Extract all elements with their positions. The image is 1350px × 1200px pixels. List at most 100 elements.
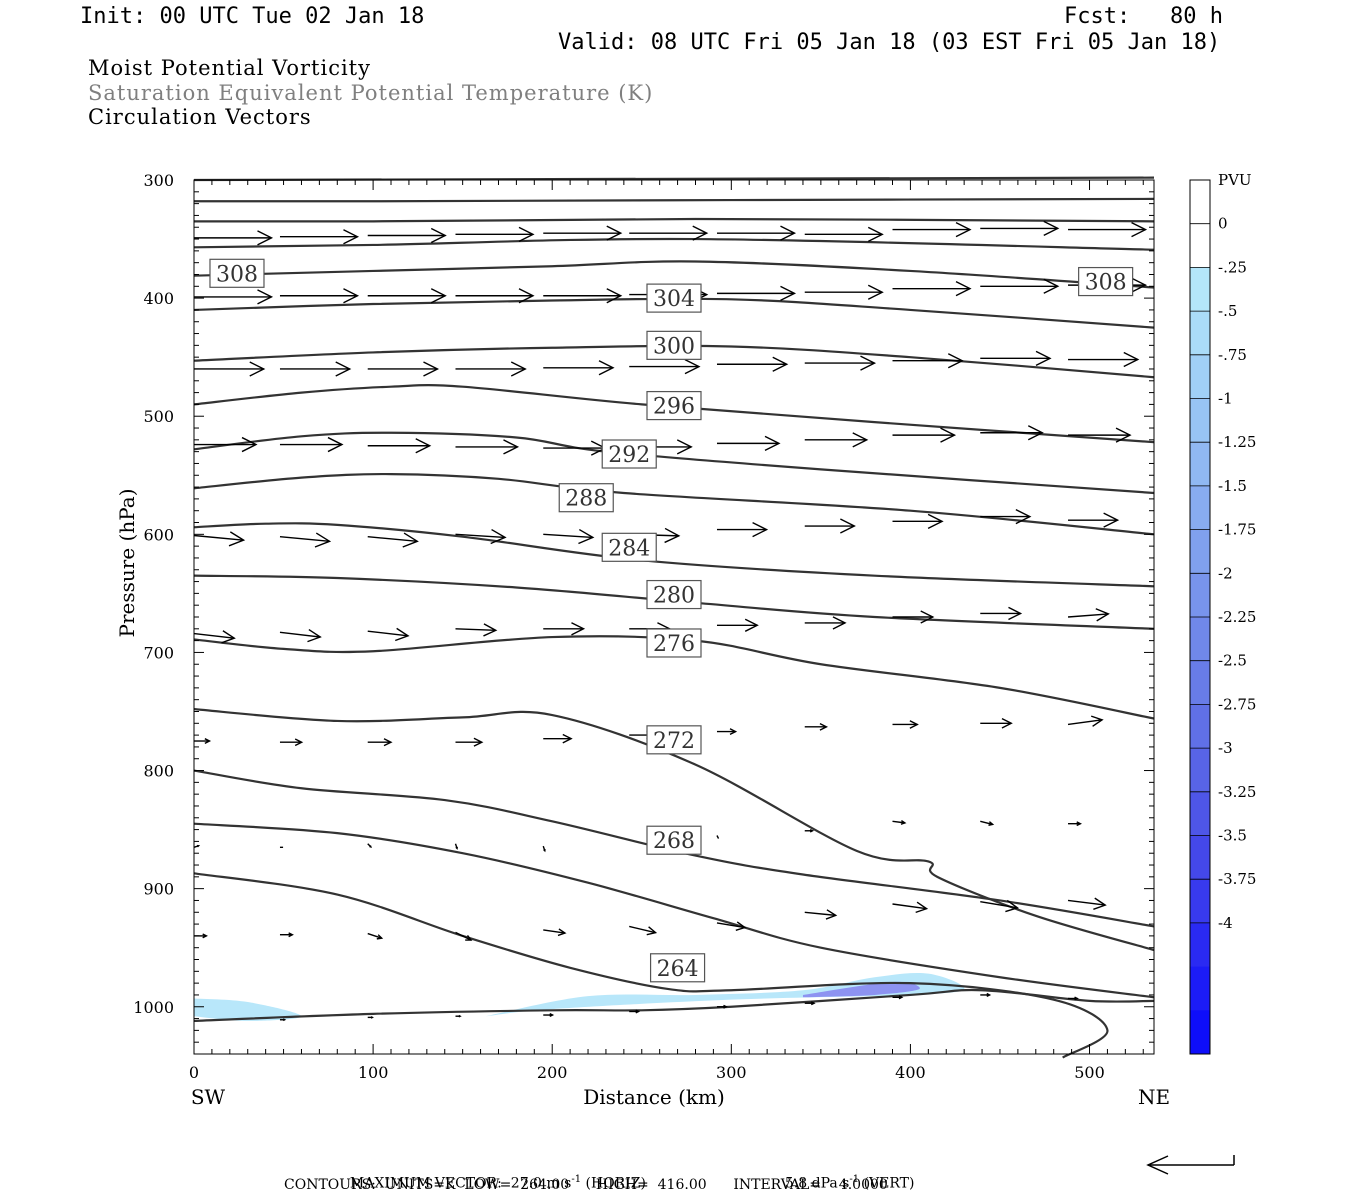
vector-head xyxy=(1027,425,1044,441)
vector-shaft xyxy=(716,835,720,839)
vector-head xyxy=(832,616,847,630)
colorbar-label: -4 xyxy=(1218,914,1233,932)
vector-head xyxy=(606,225,623,241)
vector-head xyxy=(455,846,458,850)
vector-head xyxy=(1074,996,1079,1001)
circulation-vector xyxy=(716,225,797,241)
colorbar-label: -.75 xyxy=(1218,346,1247,364)
vector-head xyxy=(1095,608,1110,622)
vector-head xyxy=(1076,821,1082,827)
circulation-vector xyxy=(716,921,747,932)
vector-head xyxy=(825,909,838,920)
vector-head xyxy=(503,439,520,455)
vector-shaft xyxy=(629,925,656,934)
vector-head xyxy=(684,358,701,375)
circulation-vector xyxy=(892,901,929,914)
vector-head xyxy=(1103,512,1120,528)
circulation-vector xyxy=(629,925,658,936)
x-tick-label: 400 xyxy=(895,1063,926,1082)
circulation-vector xyxy=(193,844,201,848)
pv-patch-0 xyxy=(194,998,302,1021)
reference-vector-icon xyxy=(1146,1155,1235,1175)
contour-label-296: 296 xyxy=(646,390,702,421)
vector-shaft xyxy=(804,911,836,917)
contour-label-304: 304 xyxy=(646,283,702,313)
vector-head xyxy=(257,289,274,305)
circulation-vector xyxy=(194,436,258,453)
vector-head xyxy=(1115,427,1132,443)
vector-head xyxy=(543,849,546,853)
contour-label-288: 288 xyxy=(558,483,614,513)
vector-head xyxy=(867,226,884,242)
circulation-vector xyxy=(716,435,781,452)
y-tick-label: 500 xyxy=(143,407,174,426)
theta-e-contour-17 xyxy=(193,988,1155,1023)
vector-head xyxy=(204,738,212,744)
circulation-vector xyxy=(455,439,520,455)
colorbar-label: -3.75 xyxy=(1218,870,1256,888)
x-tick-label: 200 xyxy=(537,1063,568,1082)
circulation-vector xyxy=(716,618,759,632)
contour-label-text: 280 xyxy=(653,584,695,609)
circulation-vector xyxy=(543,528,595,545)
y-tick-label: 900 xyxy=(143,880,174,899)
circulation-vector xyxy=(193,630,236,644)
contour-label-box xyxy=(646,628,702,658)
circulation-vector xyxy=(716,285,797,302)
contour-label-text: 308 xyxy=(1085,271,1127,296)
circulation-vector xyxy=(892,720,919,729)
circulation-vector xyxy=(279,532,332,548)
circulation-vector xyxy=(980,992,992,997)
contour-label-box xyxy=(646,579,702,610)
vector-head xyxy=(343,288,360,304)
vector-head xyxy=(723,1004,728,1009)
contour-label-text: 296 xyxy=(653,395,695,420)
circulation-vector xyxy=(455,528,507,545)
vector-head xyxy=(920,610,935,624)
y-tick-label: 300 xyxy=(143,171,174,190)
x-tick-label: 500 xyxy=(1074,1063,1105,1082)
vector-head xyxy=(383,738,393,747)
colorbar-label: -.5 xyxy=(1218,302,1237,320)
circulation-vector xyxy=(1068,351,1140,368)
contour-label-box xyxy=(646,390,702,421)
vector-shaft xyxy=(455,533,506,539)
vector-head xyxy=(327,436,344,453)
vector-shaft xyxy=(980,900,1018,909)
colorbar-title: PVU xyxy=(1218,171,1252,189)
vector-head xyxy=(562,733,573,744)
colorbar-swatch xyxy=(1190,398,1210,443)
vector-head xyxy=(241,436,258,453)
circulation-vector xyxy=(629,1009,641,1014)
circulation-vector xyxy=(804,355,877,371)
vector-head xyxy=(257,230,274,246)
vector-head xyxy=(744,618,759,632)
circulation-vector xyxy=(1068,427,1132,443)
vector-head xyxy=(606,288,623,304)
vector-head xyxy=(370,1016,374,1019)
circulation-vector xyxy=(367,288,447,304)
theta-e-contour-1 xyxy=(193,197,1155,203)
colorbar-label: -.25 xyxy=(1218,258,1247,276)
vector-head xyxy=(395,627,410,642)
vector-head xyxy=(483,623,498,637)
contour-label-box xyxy=(1078,266,1134,297)
colorbar-swatch xyxy=(1190,748,1210,793)
vector-head xyxy=(335,361,352,377)
circulation-vector xyxy=(543,225,623,241)
theta-e-contour-2 xyxy=(193,217,1155,223)
theta-e-contour-16 xyxy=(193,872,1109,1059)
max-vector-vert: 5.8 dPa s-1 (VERT) xyxy=(776,1158,915,1192)
vector-shaft xyxy=(1067,899,1106,906)
contour-label-text: 272 xyxy=(653,729,695,754)
circulation-vector xyxy=(193,531,246,547)
vector-head xyxy=(635,1009,641,1014)
contour-label-text: 300 xyxy=(653,334,695,359)
circulation-vector xyxy=(455,737,484,747)
colorbar-swatch xyxy=(1190,1010,1210,1055)
vector-head xyxy=(810,1001,816,1006)
vector-head xyxy=(955,221,972,238)
contour-label-text: 268 xyxy=(653,829,695,854)
contour-label-box xyxy=(601,439,657,469)
